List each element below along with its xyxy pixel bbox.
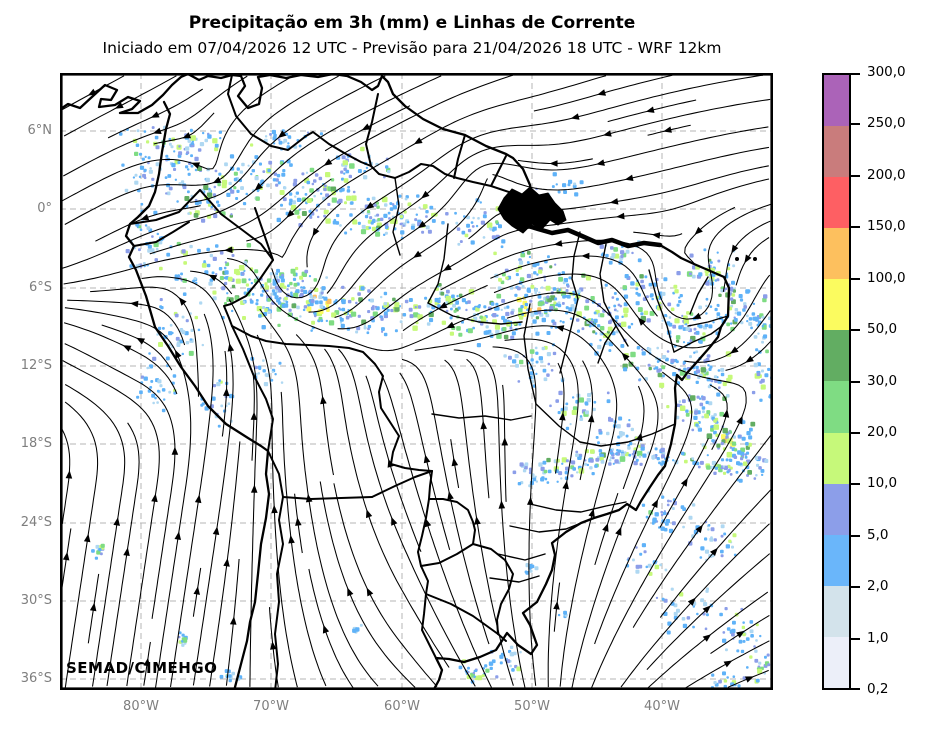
colorbar-tick-label-300,0: 300,0 — [867, 64, 906, 80]
lat-tick-label-30°S: 30°S — [20, 593, 52, 608]
colorbar-segment-50-30 — [824, 330, 849, 382]
colorbar-segment-5-2 — [824, 534, 849, 586]
colorbar-segment-20-10 — [824, 432, 849, 484]
colorbar-tick — [851, 329, 860, 332]
colorbar-segment-250-200 — [824, 126, 849, 178]
colorbar-tick — [851, 123, 860, 126]
colorbar-tick — [851, 637, 860, 640]
colorbar-tick — [851, 483, 860, 486]
map-frame — [60, 73, 773, 690]
lon-tick-label-40°W: 40°W — [644, 699, 680, 714]
lon-tick-label-70°W: 70°W — [253, 699, 289, 714]
colorbar-tick — [851, 688, 860, 690]
lat-tick-label-36°S: 36°S — [20, 671, 52, 686]
colorbar-segment-300-250 — [824, 75, 849, 127]
colorbar-segment-2-1 — [824, 585, 849, 637]
colorbar-tick — [851, 277, 860, 280]
coastlines-borders — [60, 73, 731, 690]
colorbar-segment-1-0.2 — [824, 636, 849, 688]
colorbar-tick — [851, 586, 860, 589]
colorbar-tick-label-5,0: 5,0 — [867, 526, 889, 543]
watermark-label: SEMAD/CIMEHGO — [66, 659, 218, 677]
colorbar-tick-label-20,0: 20,0 — [867, 423, 898, 440]
colorbar-tick-label-200,0: 200,0 — [867, 166, 906, 183]
graticule — [60, 73, 773, 690]
lon-tick-label-60°W: 60°W — [384, 699, 420, 714]
colorbar-segment-30-20 — [824, 381, 849, 433]
colorbar-segment-10-5 — [824, 483, 849, 535]
colorbar-tick-label-1,0: 1,0 — [867, 629, 889, 646]
colorbar-tick — [851, 226, 860, 229]
colorbar — [822, 73, 851, 690]
lat-tick-label-6°N: 6°N — [27, 123, 53, 138]
colorbar-tick-label-100,0: 100,0 — [867, 269, 906, 286]
island-dot — [753, 257, 757, 261]
colorbar-tick-label-250,0: 250,0 — [867, 115, 906, 132]
colorbar-tick-label-150,0: 150,0 — [867, 218, 906, 235]
lat-tick-label-6°S: 6°S — [28, 280, 52, 295]
colorbar-tick-label-30,0: 30,0 — [867, 372, 898, 389]
streamline-arrows — [62, 88, 754, 683]
amazon-estuary — [497, 186, 567, 234]
colorbar-segment-100-50 — [824, 279, 849, 331]
colorbar-tick — [851, 174, 860, 177]
lon-tick-label-80°W: 80°W — [123, 699, 159, 714]
precipitation-layer — [91, 125, 773, 690]
colorbar-tick — [851, 73, 860, 75]
lat-tick-label-12°S: 12°S — [20, 358, 52, 373]
colorbar-segment-150-100 — [824, 228, 849, 280]
lat-tick-label-0°: 0° — [37, 201, 52, 216]
colorbar-tick-label-10,0: 10,0 — [867, 475, 898, 492]
island-dot — [735, 257, 739, 261]
colorbar-tick-label-2,0: 2,0 — [867, 578, 889, 595]
colorbar-tick — [851, 431, 860, 434]
lat-tick-label-24°S: 24°S — [20, 515, 52, 530]
figure-subtitle: Iniciado em 07/04/2026 12 UTC - Previsão… — [102, 39, 722, 57]
colorbar-tick-label-50,0: 50,0 — [867, 321, 898, 338]
lat-tick-label-18°S: 18°S — [20, 436, 52, 451]
map-panel — [60, 73, 773, 690]
lon-tick-label-50°W: 50°W — [514, 699, 550, 714]
figure-title: Precipitação em 3h (mm) e Linhas de Corr… — [188, 13, 636, 33]
colorbar-tick-label-0,2: 0,2 — [867, 681, 889, 697]
colorbar-tick — [851, 534, 860, 537]
colorbar-tick — [851, 380, 860, 383]
colorbar-segment-200-150 — [824, 177, 849, 229]
